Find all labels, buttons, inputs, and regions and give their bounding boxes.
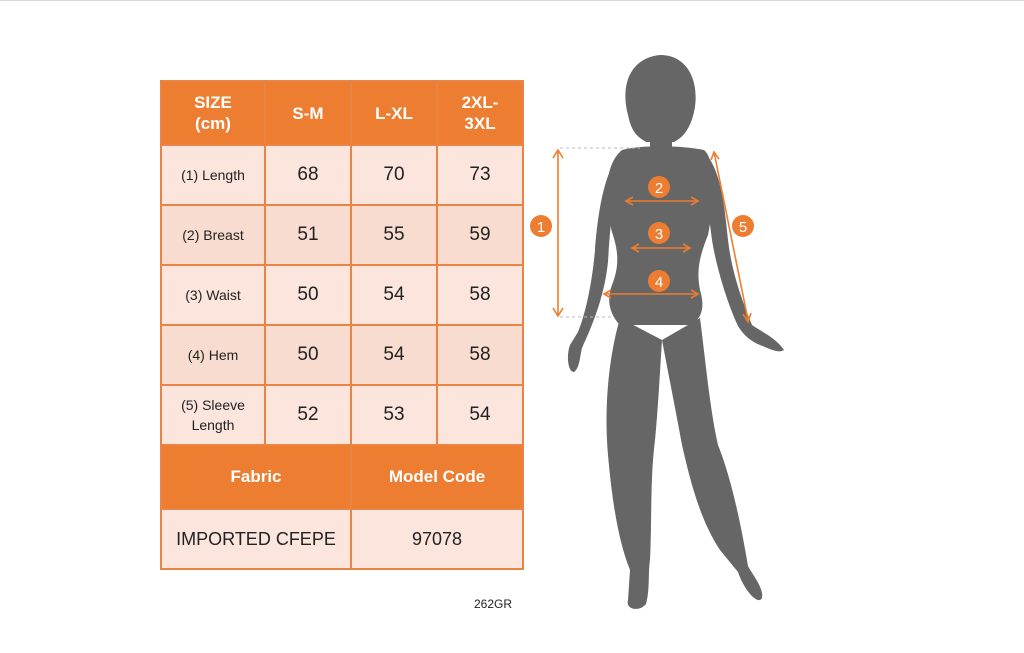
header-fabric: Fabric: [160, 444, 352, 510]
header-l-xl: L-XL: [350, 80, 438, 146]
row-label: (4) Hem: [160, 324, 266, 386]
svg-text:5: 5: [739, 219, 747, 236]
cell-value: 54: [350, 324, 438, 386]
marker-2-icon: 2: [648, 176, 670, 198]
cell-value: 73: [436, 144, 524, 206]
row-label: (1) Length: [160, 144, 266, 206]
header-s-m: S-M: [264, 80, 352, 146]
size-table: SIZE (cm) S-M L-XL 2XL- 3XL (1) Length 6…: [160, 80, 524, 570]
table-row-length: (1) Length 68 70 73: [160, 144, 524, 206]
table-row-breast: (2) Breast 51 55 59: [160, 204, 524, 266]
header-size-cm: SIZE (cm): [160, 80, 266, 146]
fabric-model-row: IMPORTED CFEPE 97078: [160, 508, 524, 570]
cell-value: 50: [264, 264, 352, 326]
header-2xl-3xl: 2XL- 3XL: [436, 80, 524, 146]
top-divider: [0, 0, 1024, 1]
cell-value: 54: [350, 264, 438, 326]
hem-measure-icon: [602, 289, 700, 299]
cell-value: 54: [436, 384, 524, 446]
row-label: (3) Waist: [160, 264, 266, 326]
table-row-sleeve-length: (5) Sleeve Length 52 53 54: [160, 384, 524, 446]
length-measure-icon: [552, 148, 564, 318]
row-label: (2) Breast: [160, 204, 266, 266]
product-code: 262GR: [474, 597, 513, 611]
body-silhouette-figure: 1 2 3 4 5: [530, 55, 784, 609]
cell-value: 51: [264, 204, 352, 266]
fabric-model-header: Fabric Model Code: [160, 444, 524, 510]
table-row-hem: (4) Hem 50 54 58: [160, 324, 524, 386]
row-label: (5) Sleeve Length: [160, 384, 266, 446]
header-model-code: Model Code: [350, 444, 524, 510]
cell-value: 55: [350, 204, 438, 266]
sleeve-measure-icon: [710, 150, 752, 324]
table-row-waist: (3) Waist 50 54 58: [160, 264, 524, 326]
fabric-value: IMPORTED CFEPE: [160, 508, 352, 570]
svg-text:2: 2: [655, 180, 663, 197]
cell-value: 52: [264, 384, 352, 446]
cell-value: 53: [350, 384, 438, 446]
model-code-value: 97078: [350, 508, 524, 570]
cell-value: 59: [436, 204, 524, 266]
marker-4-icon: 4: [648, 270, 670, 292]
svg-text:4: 4: [655, 274, 663, 291]
marker-3-icon: 3: [648, 222, 670, 244]
breast-measure-icon: [624, 196, 700, 206]
cell-value: 68: [264, 144, 352, 206]
marker-1-icon: 1: [530, 215, 552, 237]
svg-text:1: 1: [537, 219, 545, 236]
waist-measure-icon: [630, 243, 692, 253]
marker-5-icon: 5: [732, 215, 754, 237]
cell-value: 58: [436, 324, 524, 386]
silhouette-icon: [567, 55, 784, 609]
cell-value: 70: [350, 144, 438, 206]
size-table-header: SIZE (cm) S-M L-XL 2XL- 3XL: [160, 80, 524, 146]
svg-text:3: 3: [655, 226, 663, 243]
cell-value: 58: [436, 264, 524, 326]
cell-value: 50: [264, 324, 352, 386]
